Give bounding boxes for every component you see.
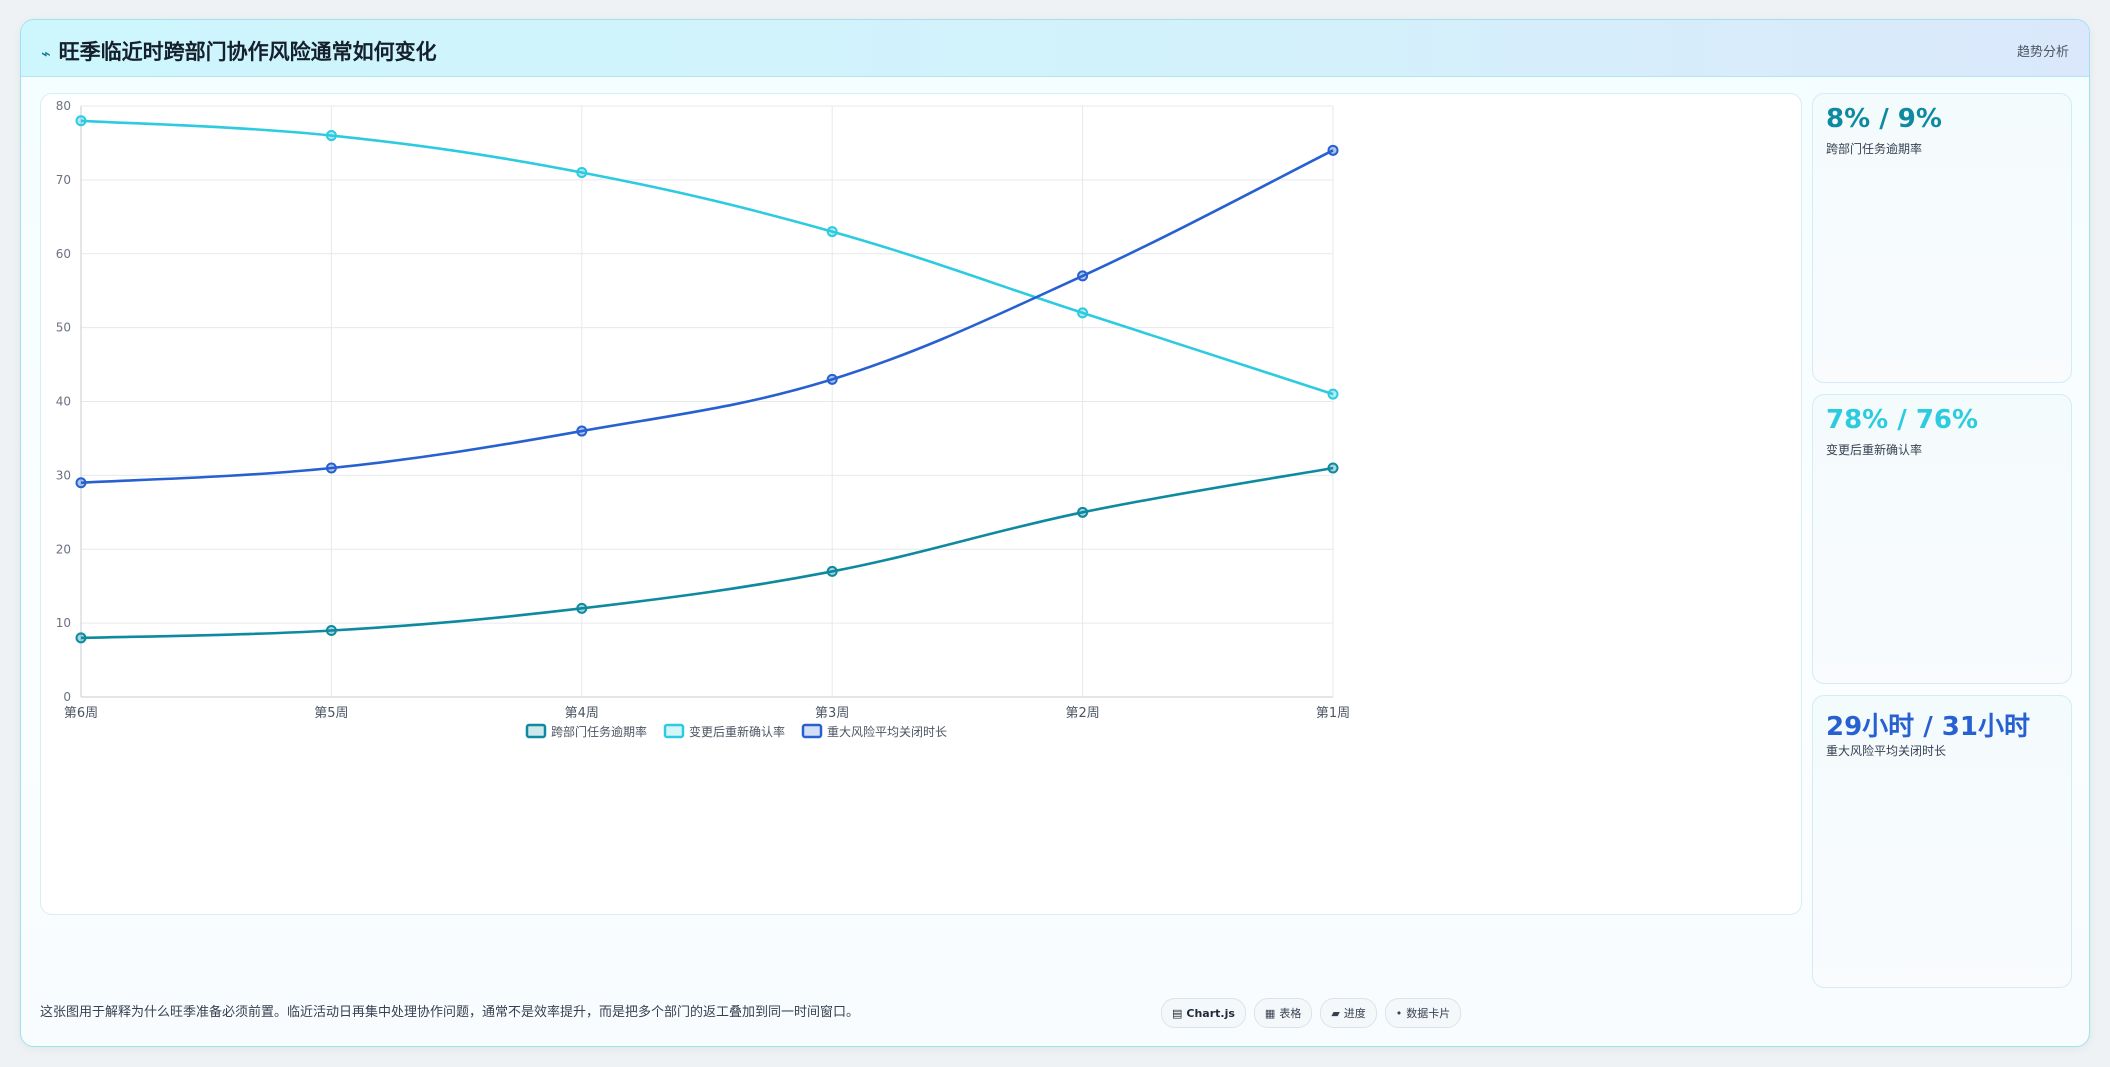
data-point — [826, 373, 838, 385]
pill-label: 进度 — [1343, 1007, 1366, 1020]
x-tick-label: 第3周 — [815, 706, 849, 721]
table-icon: ▦ — [1264, 1006, 1276, 1020]
data-point — [576, 166, 588, 178]
kpi-value: 29小时 / 31小时 — [1826, 712, 2030, 742]
kpi-value: 8% / 9% — [1826, 104, 1942, 134]
data-point — [1077, 307, 1089, 319]
x-tick-label: 第6周 — [64, 706, 98, 721]
data-point — [75, 477, 87, 489]
kpi-label: 变更后重新确认率 — [1826, 443, 1923, 457]
y-tick-label: 10 — [56, 616, 71, 630]
data-point — [826, 226, 838, 238]
pill-datacard[interactable]: • 数据卡片 — [1384, 998, 1462, 1028]
legend-label: 重大风险平均关闭时长 — [827, 724, 947, 739]
kpi-card-risk-close: 29小时 / 31小时 重大风险平均关闭时长 — [1812, 695, 2072, 988]
y-tick-label: 30 — [56, 468, 71, 482]
y-tick-label: 80 — [56, 99, 71, 113]
pill-progress[interactable]: ▰ 进度 — [1320, 998, 1377, 1028]
legend-label: 跨部门任务逾期率 — [551, 724, 647, 739]
pill-label: 数据卡片 — [1406, 1007, 1451, 1020]
x-tick-label: 第2周 — [1065, 706, 1099, 721]
kpi-card-overdue: 8% / 9% 跨部门任务逾期率 — [1812, 93, 2072, 383]
y-tick-label: 70 — [56, 173, 71, 187]
x-tick-label: 第5周 — [314, 706, 348, 721]
y-tick-label: 60 — [56, 247, 71, 261]
view-switcher: ▤ Chart.js ▦ 表格 ▰ 进度 • 数据卡片 — [1161, 998, 1462, 1028]
legend-label: 变更后重新确认率 — [689, 724, 785, 739]
data-point — [1077, 506, 1089, 518]
kpi-label: 重大风险平均关闭时长 — [1826, 744, 1947, 758]
chart-title-text: 旺季临近时跨部门协作风险通常如何变化 — [58, 40, 437, 64]
kpi-value: 78% / 76% — [1826, 405, 1979, 435]
data-point — [1327, 144, 1339, 156]
data-point — [576, 602, 588, 614]
x-tick-label: 第1周 — [1316, 706, 1350, 721]
card-icon: • — [1395, 1006, 1403, 1020]
trend-icon: ⌁ — [41, 44, 51, 63]
pill-label: Chart.js — [1186, 1006, 1235, 1020]
y-tick-label: 20 — [56, 542, 71, 556]
legend-swatch — [525, 723, 547, 739]
progress-icon: ▰ — [1331, 1006, 1340, 1020]
pill-chartjs[interactable]: ▤ Chart.js — [1161, 998, 1246, 1028]
y-tick-label: 0 — [63, 690, 71, 704]
data-point — [826, 565, 838, 577]
chart-card: ⌁ 旺季临近时跨部门协作风险通常如何变化 趋势分析 0 10 20 30 40 50 60 70… — [20, 19, 2090, 1047]
kpi-card-reconfirm: 78% / 76% 变更后重新确认率 — [1812, 394, 2072, 684]
data-point — [576, 425, 588, 437]
kpi-label: 跨部门任务逾期率 — [1826, 142, 1923, 156]
series-line — [80, 119, 1334, 396]
chart-title: ⌁ 旺季临近时跨部门协作风险通常如何变化 — [41, 36, 437, 66]
data-point — [325, 130, 337, 142]
data-point — [75, 115, 87, 127]
line-chart: 0 10 20 30 40 50 60 70 80 第6周 第5周 第4周 第3周 第2周 第1周跨部门任务… — [56, 99, 1350, 739]
data-point — [1327, 462, 1339, 474]
data-point — [325, 462, 337, 474]
card-header: ⌁ 旺季临近时跨部门协作风险通常如何变化 趋势分析 — [21, 20, 2089, 77]
legend-swatch — [801, 723, 823, 739]
pill-table[interactable]: ▦ 表格 — [1253, 998, 1313, 1028]
footer-note: 这张图用于解释为什么旺季准备必须前置。临近活动日再集中处理协作问题，通常不是效率… — [40, 1005, 860, 1020]
chart-panel: 0 10 20 30 40 50 60 70 80 第6周 第5周 第4周 第3周 第2周 第1周跨部门任务… — [40, 93, 1802, 915]
y-tick-label: 50 — [56, 321, 71, 335]
pill-label: 表格 — [1279, 1007, 1302, 1020]
chart-icon: ▤ — [1172, 1006, 1183, 1020]
legend-swatch — [663, 723, 685, 739]
data-point — [1327, 388, 1339, 400]
data-point — [75, 632, 87, 644]
series-line — [80, 149, 1334, 485]
analysis-badge: 趋势分析 — [2016, 45, 2069, 60]
series-line — [80, 466, 1334, 640]
y-tick-label: 40 — [56, 395, 71, 409]
data-point — [1077, 270, 1089, 282]
data-point — [325, 625, 337, 637]
x-tick-label: 第4周 — [565, 706, 599, 721]
